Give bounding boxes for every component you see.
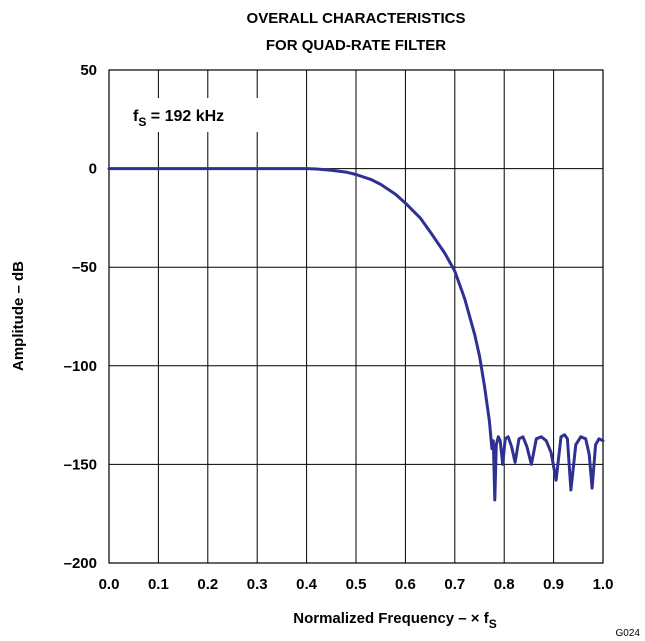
annotation-f: f	[133, 108, 139, 125]
x-tick-label: 0.3	[247, 576, 268, 593]
x-tick-label: 1.0	[593, 576, 614, 593]
annotation-label: fS = 192 kHz	[133, 108, 224, 129]
chart-title-line-2: FOR QUAD-RATE FILTER	[266, 37, 446, 54]
x-axis-label: Normalized Frequency – × fS	[293, 610, 497, 631]
plot-frame	[108, 69, 604, 564]
x-tick-labels: 0.0 0.1 0.2 0.3 0.4 0.5 0.6 0.7 0.8 0.9 1.0	[99, 576, 614, 593]
y-tick-label: –150	[64, 456, 97, 473]
x-axis-label-sub: S	[489, 617, 497, 631]
x-axis-label-main: Normalized Frequency – × f	[293, 610, 489, 627]
x-tick-label: 0.7	[444, 576, 465, 593]
x-tick-label: 0.8	[494, 576, 515, 593]
x-tick-label: 0.9	[543, 576, 564, 593]
annotation-sub: S	[138, 115, 146, 129]
y-tick-label: 0	[89, 161, 97, 178]
x-tick-label: 0.1	[148, 576, 169, 593]
figure-code: G024	[616, 628, 641, 639]
chart-title-line-1: OVERALL CHARACTERISTICS	[247, 10, 466, 27]
series-line	[107, 167, 605, 502]
grid-lines	[108, 69, 604, 564]
annotation-rest: = 192 kHz	[146, 108, 224, 125]
annotation-box	[125, 98, 260, 132]
x-tick-label: 0.4	[296, 576, 318, 593]
x-tick-label: 0.2	[197, 576, 218, 593]
x-tick-label: 0.0	[99, 576, 120, 593]
y-axis-label: Amplitude – dB	[10, 261, 27, 371]
y-tick-label: –200	[64, 555, 97, 572]
x-tick-label: 0.6	[395, 576, 416, 593]
y-tick-label: –50	[72, 259, 97, 276]
y-tick-label: 50	[80, 62, 97, 79]
x-tick-label: 0.5	[346, 576, 367, 593]
y-tick-labels: 50 0 –50 –100 –150 –200	[64, 62, 97, 572]
y-tick-label: –100	[64, 358, 97, 375]
